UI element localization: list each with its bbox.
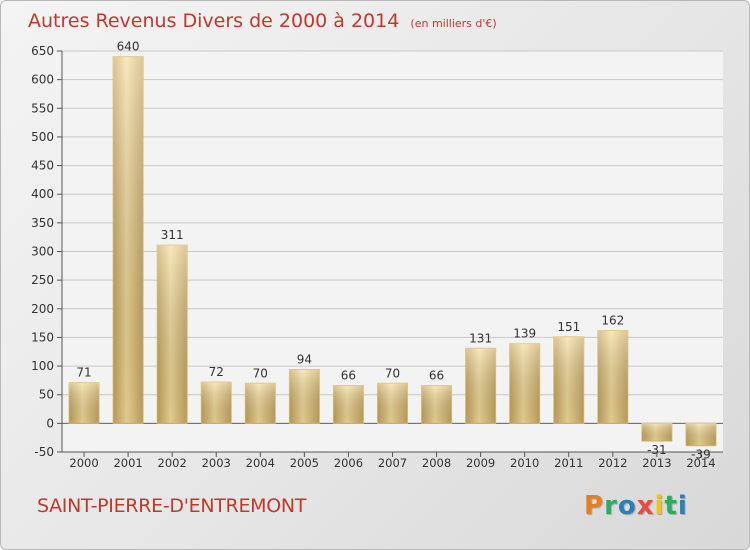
value-label-2014: -39 (691, 448, 711, 462)
value-label-2009: 131 (469, 331, 492, 345)
y-tick-label: 300 (31, 245, 54, 259)
commune-name: SAINT-PIERRE-D'ENTREMONT (37, 495, 307, 517)
y-tick-label: -50 (34, 445, 54, 459)
bar-shade-2003 (201, 382, 232, 424)
logo-letter: x (636, 491, 655, 521)
y-tick-label: 600 (31, 73, 54, 87)
x-tick-label-2007: 2007 (378, 456, 407, 470)
logo-letter: r (604, 491, 618, 521)
bar-shade-2000 (69, 382, 100, 424)
bar-shade-2012 (597, 330, 628, 424)
y-tick-label: 350 (31, 216, 54, 230)
x-tick-label-2006: 2006 (334, 456, 363, 470)
logo-letter: P (584, 491, 605, 521)
x-tick-label-2011: 2011 (554, 456, 583, 470)
value-label-2008: 66 (429, 369, 444, 383)
bar-shade-2005 (289, 369, 320, 424)
logo-letter: i (654, 491, 665, 521)
y-tick-label: 500 (31, 130, 54, 144)
x-tick-label-2005: 2005 (290, 456, 319, 470)
y-tick-label: 450 (31, 159, 54, 173)
bar-shade-2007 (377, 383, 408, 424)
bar-shade-2001 (113, 56, 144, 424)
x-tick-label-2009: 2009 (466, 456, 495, 470)
bar-shade-2010 (509, 343, 540, 424)
value-label-2012: 162 (601, 314, 624, 328)
x-tick-label-2008: 2008 (422, 456, 451, 470)
value-label-2007: 70 (385, 366, 400, 380)
x-tick-label-2001: 2001 (113, 456, 142, 470)
x-tick-label-2013: 2013 (642, 456, 671, 470)
logo-letter: o (617, 491, 637, 521)
bars (68, 56, 717, 447)
y-tick-label: 650 (31, 44, 54, 58)
y-tick-label: 400 (31, 187, 54, 201)
value-label-2005: 94 (297, 353, 312, 367)
x-tick-label-2014: 2014 (686, 456, 715, 470)
value-label-2006: 66 (341, 369, 356, 383)
bar-shade-2006 (333, 385, 364, 424)
value-label-2011: 151 (557, 320, 580, 334)
value-label-2000: 71 (76, 366, 91, 380)
x-tick-label-2003: 2003 (202, 456, 231, 470)
chart-title: Autres Revenus Divers de 2000 à 2014 (28, 10, 400, 32)
value-label-2013: -31 (647, 443, 667, 457)
y-tick-label: 550 (31, 101, 54, 115)
y-tick-label: 150 (31, 330, 54, 344)
value-label-2010: 139 (513, 327, 536, 341)
bar-shade-2009 (465, 348, 496, 424)
bar-shade-2004 (245, 383, 276, 424)
value-label-2004: 70 (253, 366, 268, 380)
bar-shade-2008 (421, 385, 452, 424)
x-tick-label-2010: 2010 (510, 456, 539, 470)
title-row: Autres Revenus Divers de 2000 à 2014 (en… (28, 10, 497, 32)
value-label-2003: 72 (209, 365, 224, 379)
value-label-2002: 311 (161, 228, 184, 242)
labels: -50 0 50 100 150 200 250 300 350 400 450 500 550 600 6… (31, 40, 716, 470)
x-tick-label-2002: 2002 (158, 456, 187, 470)
x-tick-label-2000: 2000 (69, 456, 98, 470)
logo-letter: i (677, 491, 688, 521)
y-tick-label: 0 (46, 416, 54, 430)
bar-shade-2002 (157, 245, 188, 424)
y-tick-label: 100 (31, 359, 54, 373)
logo-letter: t (664, 491, 678, 521)
value-label-2001: 640 (117, 40, 140, 54)
bar-shade-2013 (641, 423, 672, 442)
y-tick-label: 200 (31, 302, 54, 316)
x-tick-label-2012: 2012 (598, 456, 627, 470)
x-tick-label-2004: 2004 (246, 456, 275, 470)
y-tick-label: 250 (31, 273, 54, 287)
y-tick-label: 50 (39, 388, 54, 402)
bar-shade-2011 (553, 336, 584, 424)
proxiti-logo: Proxiti (584, 491, 688, 521)
chart-subtitle: (en milliers d'€) (410, 17, 497, 30)
bar-shade-2014 (685, 423, 716, 446)
